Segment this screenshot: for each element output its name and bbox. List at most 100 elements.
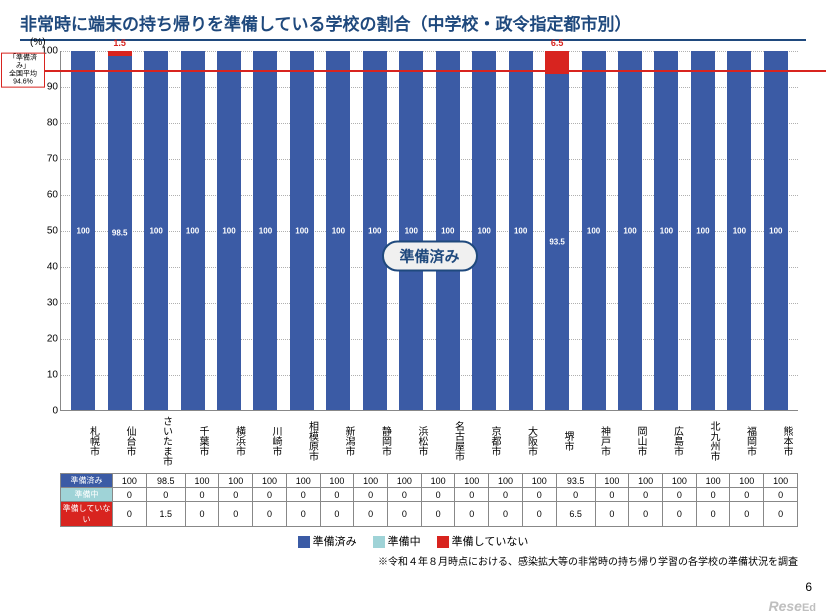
x-label: 名古屋市 [429,413,466,469]
y-tick: 70 [47,154,58,165]
y-tick: 80 [47,118,58,129]
bars-container: 10098.51.5100100100100100100100100100100… [61,51,798,410]
table-cell: 0 [556,488,595,502]
seg-prepared: 100 [290,51,314,410]
bar-slot: 100 [721,51,757,410]
bar-value-label: 100 [144,226,168,235]
table-cell: 0 [113,502,147,527]
bar-value-label: 100 [290,226,314,235]
seg-prepared: 100 [144,51,168,410]
seg-prepared: 100 [399,51,423,410]
bar-value-label: 100 [181,226,205,235]
x-label: 広島市 [648,413,685,469]
bar-top-label: 1.5 [108,38,132,48]
bar: 100 [399,51,423,410]
y-tick: 50 [47,226,58,237]
seg-prepared: 100 [472,51,496,410]
table-cell: 0 [522,502,556,527]
table-cell: 0 [113,488,147,502]
bar: 93.56.5 [545,51,569,410]
bar-value-label: 100 [691,226,715,235]
x-label: 堺市 [539,413,576,469]
legend-label: 準備中 [388,536,421,548]
bar: 100 [691,51,715,410]
x-label: 神戸市 [575,413,612,469]
table-cell: 0 [629,488,663,502]
table-cell: 0 [421,488,455,502]
table-cell: 1.5 [146,502,185,527]
x-label: 札幌市 [64,413,101,469]
bar-value-label: 100 [399,226,423,235]
bar: 100 [472,51,496,410]
x-label: 新潟市 [320,413,357,469]
data-table: 準備済み10098.510010010010010010010010010010… [60,473,798,527]
bar-value-label: 98.5 [108,229,132,238]
bar-slot: 100 [502,51,538,410]
y-tick: 40 [47,262,58,273]
bar-value-label: 100 [727,226,751,235]
bar: 100 [217,51,241,410]
seg-prepared: 100 [181,51,205,410]
bar-value-label: 100 [363,226,387,235]
bar-slot: 100 [247,51,283,410]
table-cell: 100 [764,474,798,488]
table-cell: 100 [629,474,663,488]
legend-item: 準備中 [373,533,421,549]
table-cell: 0 [489,502,523,527]
seg-prepared: 100 [436,51,460,410]
seg-prepared: 100 [618,51,642,410]
table-row: 準備中00000000000000000000 [61,488,798,502]
table-cell: 100 [219,474,253,488]
bar: 100 [290,51,314,410]
plot: 10098.51.5100100100100100100100100100100… [60,51,798,411]
bar-value-label: 100 [436,226,460,235]
table-cell: 100 [320,474,354,488]
reference-label-box: 「準備済み」全国平均94.6% [1,53,45,88]
x-label: 川崎市 [247,413,284,469]
x-label: 北九州市 [685,413,722,469]
bar-slot: 100 [612,51,648,410]
table-cell: 0 [146,488,185,502]
table-cell: 0 [455,488,489,502]
table-cell: 0 [764,488,798,502]
y-tick: 60 [47,190,58,201]
table-cell: 100 [489,474,523,488]
legend-item: 準備していない [437,533,529,549]
table-cell: 100 [730,474,764,488]
bar: 100 [363,51,387,410]
bar-slot: 100 [284,51,320,410]
bar: 100 [764,51,788,410]
table-row: 準備していない01.5000000000006.5000000 [61,502,798,527]
bar-slot: 100 [648,51,684,410]
brand-sub: Ed [802,602,816,614]
page-number: 6 [805,580,812,594]
bar-slot: 100 [357,51,393,410]
legend-label: 準備済み [313,536,357,548]
x-label: 静岡市 [356,413,393,469]
table-cell: 0 [455,502,489,527]
table-cell: 100 [354,474,388,488]
x-label: 浜松市 [393,413,430,469]
x-label: 千葉市 [174,413,211,469]
bar-value-label: 100 [253,226,277,235]
table-cell: 0 [663,488,697,502]
bar: 100 [181,51,205,410]
x-label: 横浜市 [210,413,247,469]
bar-value-label: 100 [582,226,606,235]
x-label: 仙台市 [101,413,138,469]
seg-prepared: 100 [509,51,533,410]
x-label: 大阪市 [502,413,539,469]
x-label: 京都市 [466,413,503,469]
table-cell: 0 [595,502,629,527]
table-cell: 0 [219,502,253,527]
seg-not-prepared [108,51,132,56]
seg-prepared: 93.5 [545,74,569,410]
table-cell: 100 [663,474,697,488]
seg-prepared: 100 [764,51,788,410]
bar-value-label: 100 [71,226,95,235]
bar: 100 [654,51,678,410]
table-cell: 0 [421,502,455,527]
table-cell: 6.5 [556,502,595,527]
brand-logo: ReseEd [768,598,816,614]
bar-top-label: 6.5 [545,38,569,48]
